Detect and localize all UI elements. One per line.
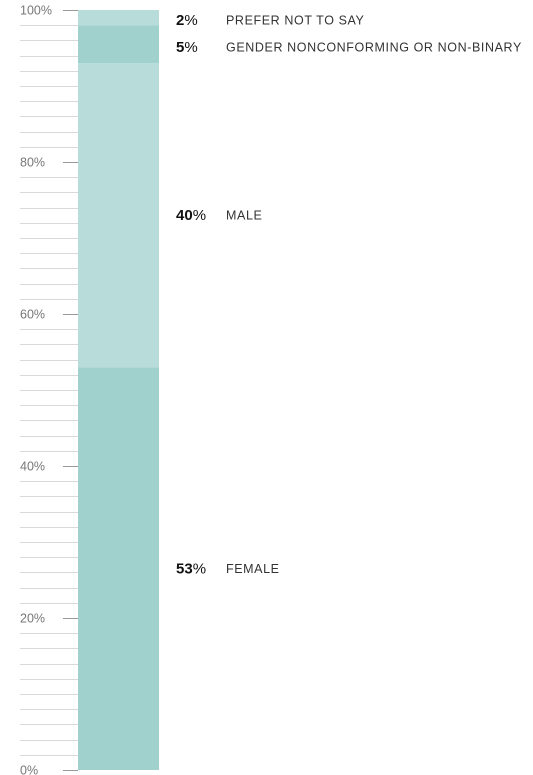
y-tick-label: 80% [20,156,45,170]
segment-category-label: PREFER NOT TO SAY [226,14,365,28]
bar-segment [78,10,159,26]
y-tick-label: 40% [20,460,45,474]
segment-value-label: 40% [176,207,206,224]
bar-segment [78,367,159,770]
segment-labels: 53% FEMALE 40% MALE 5% GENDER NONCONFORMING O… [176,12,522,578]
segment-category-label: GENDER NONCONFORMING OR NON-BINARY [226,41,522,55]
y-tick-label: 20% [20,612,45,626]
bar-segments [78,10,159,770]
segment-value-label: 53% [176,561,206,578]
y-axis: 0% 20% 40% 60% 80% 100% [20,4,78,775]
y-tick-label: 60% [20,308,45,322]
segment-value-label: 2% [176,12,198,29]
bar-segment [78,63,159,368]
y-tick-label: 100% [20,4,52,18]
bar-segment [78,25,159,64]
segment-value-label: 5% [176,39,198,56]
y-tick-label: 0% [20,764,38,775]
segment-category-label: FEMALE [226,562,280,576]
segment-category-label: MALE [226,209,262,223]
